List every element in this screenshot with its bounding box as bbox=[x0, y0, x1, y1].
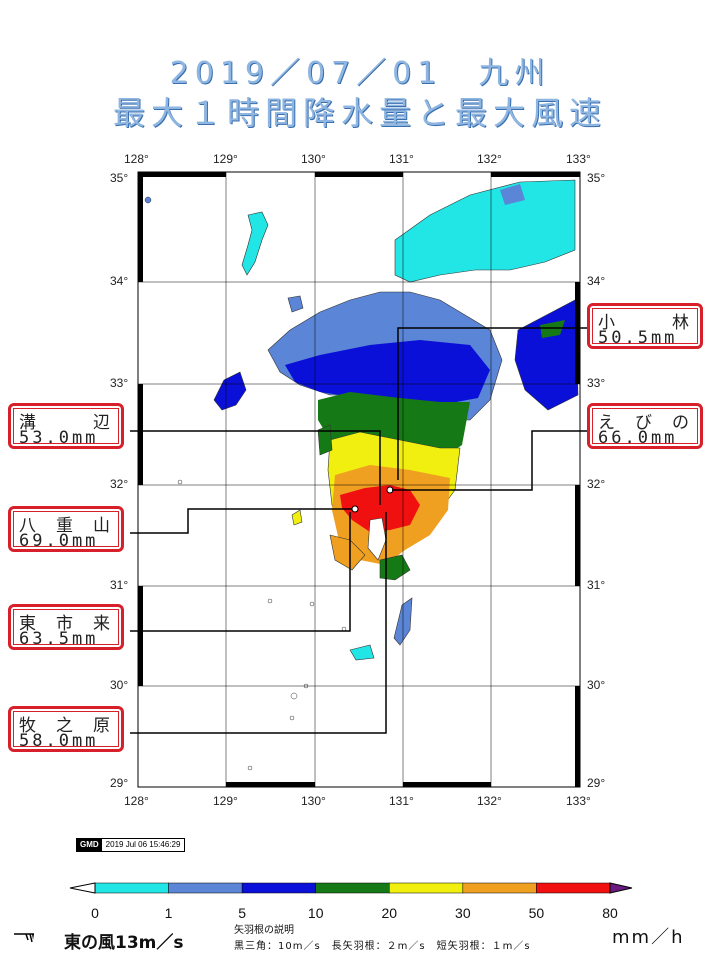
lon-tick-top: 129° bbox=[213, 152, 238, 166]
kyushu-red bbox=[340, 485, 420, 532]
station-label-kobayashi: 小 林 50.5mm bbox=[587, 303, 703, 349]
small-island bbox=[290, 692, 298, 700]
colorbar-tick: 5 bbox=[238, 905, 247, 921]
leader-lines bbox=[130, 327, 587, 734]
station-label-ebino: えびの 66.0mm bbox=[587, 403, 703, 449]
lat-tick-right: 33° bbox=[587, 376, 606, 390]
station-value: 69.0mm bbox=[19, 531, 99, 551]
lat-tick-right: 30° bbox=[587, 678, 606, 692]
lon-tick-top: 128° bbox=[124, 152, 149, 166]
station-marker bbox=[351, 505, 359, 513]
lon-tick-bottom: 132° bbox=[477, 794, 502, 808]
goto-islands bbox=[213, 371, 247, 411]
lat-tick-left: 31° bbox=[110, 578, 129, 592]
station-label-yaeyama: 八重山 69.0mm bbox=[8, 506, 124, 552]
station-name: 溝 辺 bbox=[19, 413, 130, 433]
amakusa bbox=[317, 424, 333, 456]
map-title-subject: 最大１時間降水量と最大風速 bbox=[112, 94, 607, 132]
colorbar-segment bbox=[168, 882, 243, 894]
colorbar-segment bbox=[462, 882, 537, 894]
station-value: 50.5mm bbox=[598, 328, 678, 348]
station-name: 牧之原 bbox=[19, 716, 130, 736]
station-name: 八重山 bbox=[19, 516, 130, 536]
station-label-mizobe: 溝 辺 53.0mm bbox=[8, 403, 124, 449]
station-value: 63.5mm bbox=[19, 629, 99, 649]
kagoshima-bay bbox=[367, 517, 387, 561]
colorbar-right-cap bbox=[609, 882, 633, 894]
station-name: えびの bbox=[598, 413, 709, 433]
lat-tick-left: 29° bbox=[110, 776, 129, 790]
gmd-datetime: 2019 Jul 06 15:46:29 bbox=[105, 840, 181, 849]
lat-tick-left: 34° bbox=[110, 274, 129, 288]
tsushima-island bbox=[241, 211, 269, 276]
colorbar-tick: 80 bbox=[602, 905, 618, 921]
barb-legend-title: 矢羽根の説明 bbox=[234, 925, 294, 936]
colorbar-segment bbox=[315, 882, 390, 894]
station-value: 53.0mm bbox=[19, 428, 99, 448]
shikoku-green bbox=[540, 320, 565, 338]
lat-tick-right: 35° bbox=[587, 171, 606, 185]
frame-bands bbox=[138, 172, 580, 787]
precip-unit: mm／h bbox=[612, 927, 685, 948]
lon-tick-bottom: 133° bbox=[566, 794, 591, 808]
colorbar-segment bbox=[94, 882, 169, 894]
station-name: 東市来 bbox=[19, 614, 130, 634]
colorbar-tick: 20 bbox=[381, 905, 398, 921]
colorbar-tick: 50 bbox=[528, 905, 545, 921]
iki-island bbox=[287, 295, 304, 313]
map-title-date: 2019／07／01 九州 bbox=[169, 56, 551, 91]
station-markers bbox=[351, 486, 394, 513]
lon-tick-bottom: 131° bbox=[389, 794, 414, 808]
station-name: 小 林 bbox=[598, 313, 709, 333]
barb-legend-description: 黒三角：10m／s 長矢羽根：２m／s 短矢羽根：１m／s bbox=[234, 941, 531, 952]
small-island bbox=[289, 715, 295, 721]
kyushu-mid-blue bbox=[285, 340, 490, 405]
station-value: 66.0mm bbox=[598, 428, 678, 448]
graticule bbox=[138, 172, 580, 787]
lat-tick-right: 34° bbox=[587, 274, 606, 288]
satsuma-tip bbox=[329, 534, 366, 571]
yakushima bbox=[349, 644, 375, 661]
colorbar-segment bbox=[536, 882, 611, 894]
lon-tick-bottom: 130° bbox=[301, 794, 326, 808]
gmd-timestamp: GMD 2019 Jul 06 15:46:29 bbox=[76, 838, 186, 852]
lat-tick-right: 31° bbox=[587, 578, 606, 592]
osumi-tip bbox=[379, 554, 411, 581]
small-island bbox=[247, 765, 253, 771]
lon-tick-top: 131° bbox=[389, 152, 414, 166]
wind-legend-label: 東の風13m／s bbox=[64, 933, 184, 953]
colorbar-segment bbox=[389, 882, 464, 894]
colorbar-tick: 30 bbox=[455, 905, 471, 921]
station-label-makinohara: 牧之原 58.0mm bbox=[8, 706, 124, 752]
colorbar-tick: 0 bbox=[91, 905, 99, 921]
small-island bbox=[177, 479, 183, 485]
lon-tick-top: 130° bbox=[301, 152, 326, 166]
honshu-blue-patch bbox=[500, 184, 525, 205]
station-value: 58.0mm bbox=[19, 731, 99, 751]
lat-tick-left: 32° bbox=[110, 477, 129, 491]
lat-tick-left: 33° bbox=[110, 376, 129, 390]
lon-tick-top: 132° bbox=[477, 152, 502, 166]
station-label-higashiichiki: 東市来 63.5mm bbox=[8, 604, 124, 650]
lat-tick-left: 30° bbox=[110, 678, 129, 692]
lon-tick-bottom: 129° bbox=[213, 794, 238, 808]
small-island bbox=[144, 196, 152, 204]
lon-tick-bottom: 128° bbox=[124, 794, 149, 808]
colorbar-left-cap bbox=[69, 882, 96, 894]
colorbar-tick: 1 bbox=[164, 905, 173, 921]
gmd-logo: GMD bbox=[77, 839, 102, 851]
wind-barb-icon bbox=[14, 933, 34, 943]
lon-tick-top: 133° bbox=[566, 152, 591, 166]
small-island bbox=[267, 598, 273, 604]
lat-tick-left: 35° bbox=[110, 171, 129, 185]
lat-tick-right: 29° bbox=[587, 776, 606, 790]
small-island bbox=[309, 601, 315, 607]
colorbar-tick: 10 bbox=[307, 905, 324, 921]
koshiki-islands bbox=[291, 509, 303, 526]
colorbar bbox=[69, 882, 633, 894]
colorbar-segment bbox=[241, 882, 316, 894]
lat-tick-right: 32° bbox=[587, 477, 606, 491]
